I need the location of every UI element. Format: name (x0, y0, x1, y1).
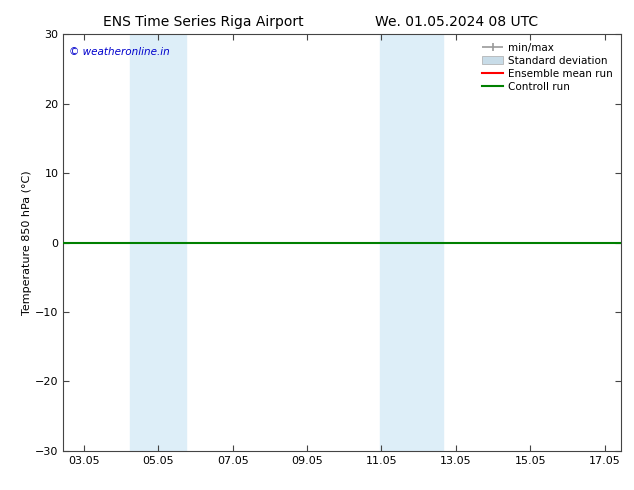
Bar (380, 34, 443, 451)
Text: © weatheronline.in: © weatheronline.in (69, 47, 170, 57)
Bar (131, 34, 186, 451)
Legend: min/max, Standard deviation, Ensemble mean run, Controll run: min/max, Standard deviation, Ensemble me… (479, 40, 616, 95)
Y-axis label: Temperature 850 hPa (°C): Temperature 850 hPa (°C) (22, 170, 32, 315)
Text: We. 01.05.2024 08 UTC: We. 01.05.2024 08 UTC (375, 15, 538, 29)
Text: ENS Time Series Riga Airport: ENS Time Series Riga Airport (103, 15, 303, 29)
